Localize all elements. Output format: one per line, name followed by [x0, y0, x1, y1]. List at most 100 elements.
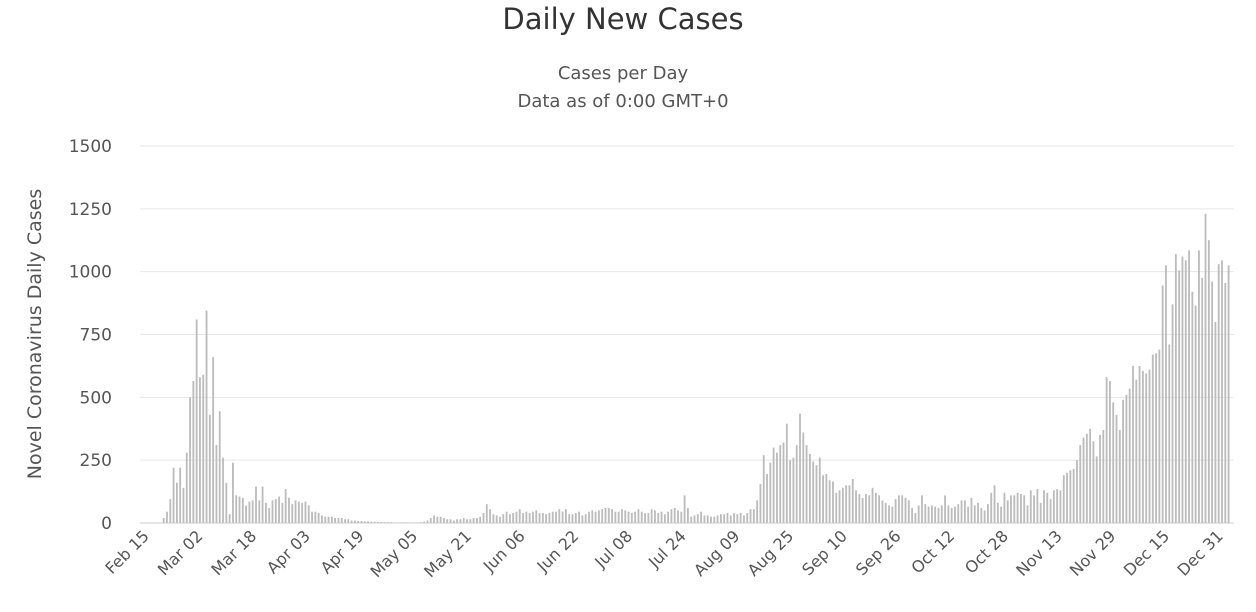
bar[interactable]	[1198, 250, 1200, 524]
bar[interactable]	[317, 512, 320, 523]
bar[interactable]	[1227, 265, 1230, 523]
bar[interactable]	[822, 475, 824, 523]
bar[interactable]	[502, 514, 505, 523]
bar[interactable]	[522, 512, 524, 523]
bar[interactable]	[1141, 370, 1144, 523]
bar[interactable]	[175, 482, 178, 523]
bar[interactable]	[390, 522, 393, 523]
bar[interactable]	[693, 515, 696, 523]
bar[interactable]	[743, 515, 745, 523]
bar[interactable]	[815, 465, 818, 523]
bar[interactable]	[245, 505, 248, 523]
bar[interactable]	[1082, 437, 1085, 523]
bar[interactable]	[634, 511, 637, 523]
bar[interactable]	[1019, 494, 1022, 523]
bar[interactable]	[172, 467, 175, 523]
bar[interactable]	[1148, 369, 1151, 523]
bar[interactable]	[535, 510, 538, 523]
bar[interactable]	[987, 504, 989, 523]
bar[interactable]	[1033, 495, 1035, 523]
bar[interactable]	[1221, 260, 1223, 523]
bar[interactable]	[1062, 475, 1065, 523]
bar[interactable]	[970, 497, 973, 523]
bar[interactable]	[700, 511, 702, 523]
bar[interactable]	[1092, 441, 1095, 523]
bar[interactable]	[396, 522, 399, 524]
bar[interactable]	[1016, 492, 1019, 523]
bar[interactable]	[950, 507, 953, 523]
bar[interactable]	[475, 517, 478, 523]
bar[interactable]	[419, 522, 422, 523]
bar[interactable]	[1135, 379, 1138, 523]
bar[interactable]	[189, 397, 191, 523]
bar[interactable]	[858, 494, 861, 523]
bar[interactable]	[578, 511, 581, 523]
bar[interactable]	[1095, 456, 1098, 523]
bar[interactable]	[238, 496, 241, 523]
bar[interactable]	[670, 509, 673, 523]
bar[interactable]	[212, 357, 215, 523]
bar[interactable]	[1112, 402, 1115, 523]
bar[interactable]	[914, 512, 917, 523]
bar[interactable]	[1174, 254, 1177, 523]
bar[interactable]	[1046, 492, 1049, 523]
bar[interactable]	[1115, 414, 1118, 523]
bar[interactable]	[1066, 472, 1068, 523]
bar[interactable]	[443, 517, 445, 523]
bar[interactable]	[228, 514, 231, 523]
bar[interactable]	[558, 509, 561, 523]
bar[interactable]	[716, 515, 719, 523]
bar[interactable]	[841, 487, 844, 523]
bar[interactable]	[644, 512, 646, 523]
bar[interactable]	[733, 512, 735, 523]
bar[interactable]	[363, 521, 366, 523]
bar[interactable]	[776, 452, 778, 523]
bar[interactable]	[1039, 502, 1042, 523]
bar[interactable]	[199, 377, 201, 523]
bar[interactable]	[495, 515, 498, 523]
bar[interactable]	[825, 473, 828, 523]
bar[interactable]	[588, 511, 590, 523]
bar[interactable]	[377, 521, 379, 523]
bar[interactable]	[258, 500, 261, 523]
bar[interactable]	[439, 516, 442, 523]
bar[interactable]	[1013, 495, 1016, 523]
bar[interactable]	[225, 482, 228, 523]
bar[interactable]	[957, 504, 960, 523]
bar[interactable]	[627, 511, 630, 523]
bar[interactable]	[1122, 399, 1125, 523]
bar[interactable]	[482, 512, 485, 523]
bar[interactable]	[993, 485, 996, 523]
bar[interactable]	[901, 495, 904, 523]
bar[interactable]	[729, 515, 732, 523]
bar[interactable]	[752, 509, 755, 523]
bar[interactable]	[1178, 270, 1181, 523]
bar[interactable]	[1145, 373, 1148, 523]
bar[interactable]	[835, 492, 838, 523]
bar[interactable]	[436, 516, 439, 523]
bar[interactable]	[1132, 365, 1134, 523]
bar[interactable]	[805, 445, 808, 523]
bar[interactable]	[518, 509, 521, 523]
bar[interactable]	[1188, 250, 1190, 524]
bar[interactable]	[884, 502, 887, 523]
bar[interactable]	[868, 495, 871, 523]
bar[interactable]	[739, 512, 742, 523]
bar[interactable]	[769, 462, 772, 523]
bar[interactable]	[954, 506, 956, 523]
bar[interactable]	[314, 511, 317, 523]
bar[interactable]	[456, 519, 459, 523]
bar[interactable]	[284, 489, 287, 523]
bar[interactable]	[218, 411, 221, 523]
bar[interactable]	[1217, 264, 1220, 523]
bar[interactable]	[462, 517, 465, 523]
bar[interactable]	[469, 519, 472, 523]
bar[interactable]	[818, 457, 821, 523]
bar[interactable]	[663, 514, 666, 523]
bar[interactable]	[472, 517, 475, 523]
bar[interactable]	[429, 517, 432, 523]
bar[interactable]	[1010, 495, 1012, 523]
bar[interactable]	[1158, 349, 1161, 523]
bar[interactable]	[1125, 394, 1128, 523]
bar[interactable]	[904, 497, 907, 523]
